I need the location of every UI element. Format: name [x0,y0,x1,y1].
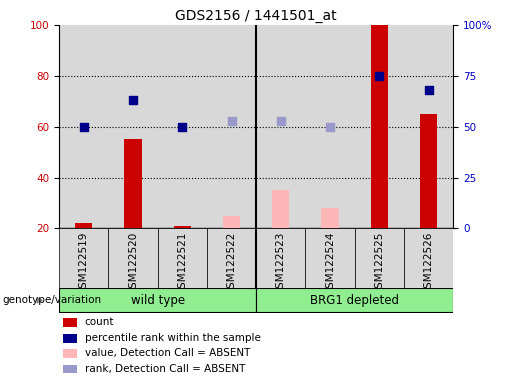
Text: GSM122523: GSM122523 [276,232,286,295]
Point [178,124,186,130]
Text: percentile rank within the sample: percentile rank within the sample [85,333,261,343]
Bar [63,365,77,373]
Text: value, Detection Call = ABSENT: value, Detection Call = ABSENT [85,348,250,358]
Point [80,124,88,130]
Bar [223,216,240,228]
Bar [355,25,404,228]
Bar [109,25,158,228]
Text: GSM122526: GSM122526 [423,232,434,295]
Point [277,118,285,124]
Bar [321,226,339,228]
Bar [59,228,109,288]
Bar [59,288,256,313]
Bar [207,25,256,228]
Text: GSM122521: GSM122521 [177,232,187,295]
Bar [404,228,453,288]
Bar [109,228,158,288]
Text: GSM122522: GSM122522 [227,232,236,295]
Point [129,97,137,103]
Bar [272,190,289,228]
Bar [404,25,453,228]
Bar [63,318,77,327]
Text: GSM122520: GSM122520 [128,232,138,295]
Text: GSM122525: GSM122525 [374,232,384,295]
Bar [305,228,355,288]
Bar [125,139,142,228]
Bar [272,226,289,228]
Bar [207,228,256,288]
Bar [321,208,339,228]
Bar [256,25,305,228]
Bar [75,223,93,228]
Bar [158,228,207,288]
Point [228,118,236,124]
Bar [158,25,207,228]
Text: GSM122519: GSM122519 [79,232,89,295]
Bar [355,228,404,288]
Point [424,87,433,93]
Text: GSM122524: GSM122524 [325,232,335,295]
Point [375,73,384,79]
Text: wild type: wild type [131,294,185,307]
Bar [371,25,388,228]
Bar [223,226,240,228]
Bar [174,226,191,228]
Text: rank, Detection Call = ABSENT: rank, Detection Call = ABSENT [85,364,245,374]
Text: BRG1 depleted: BRG1 depleted [310,294,399,307]
Title: GDS2156 / 1441501_at: GDS2156 / 1441501_at [176,8,337,23]
Bar [59,25,109,228]
Bar [256,228,305,288]
Bar [420,114,437,228]
Bar [256,288,453,313]
Point [326,124,334,130]
Text: genotype/variation: genotype/variation [3,295,101,306]
Text: count: count [85,317,114,328]
Bar [305,25,355,228]
Bar [63,334,77,343]
Bar [63,349,77,358]
